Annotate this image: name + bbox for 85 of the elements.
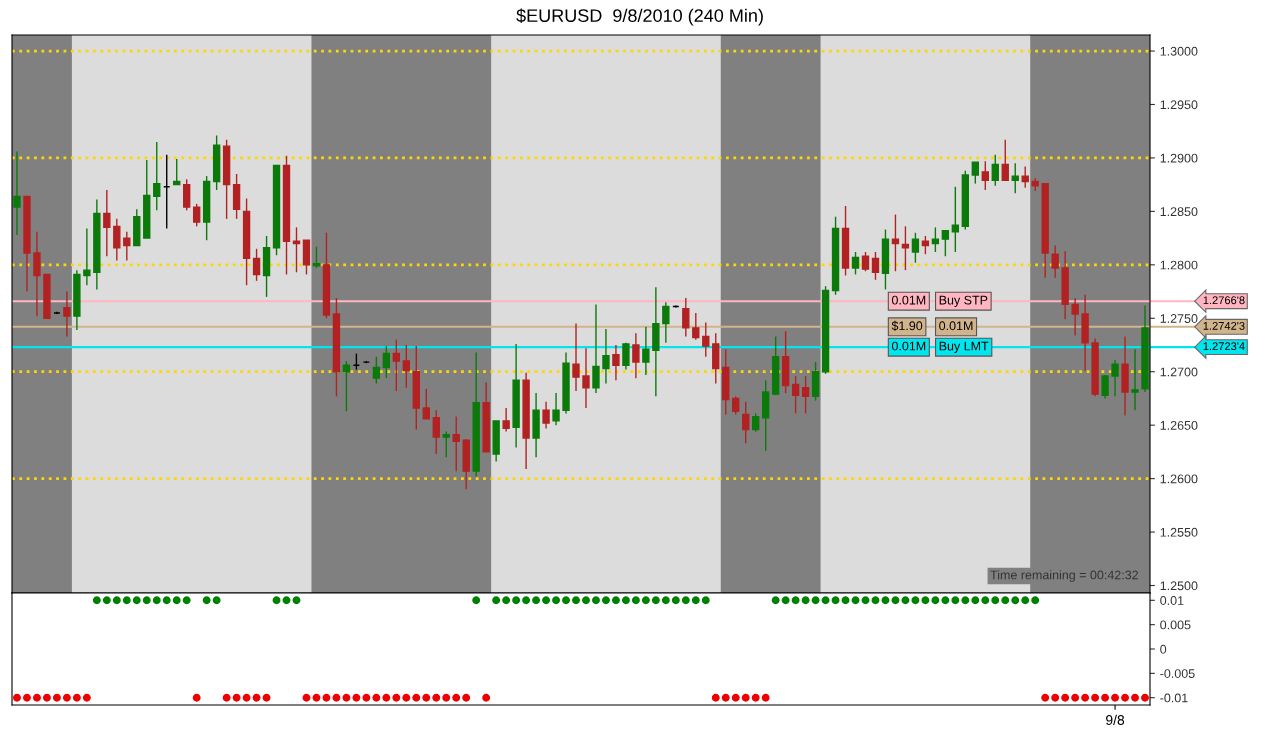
y-tick-label: 1.2550 (1160, 527, 1198, 537)
candlestick (432, 409, 440, 455)
candlestick (692, 312, 700, 341)
candlestick (13, 150, 21, 236)
candlestick (442, 430, 450, 458)
candlestick (83, 227, 91, 286)
candlestick (682, 297, 690, 338)
candlestick (602, 328, 610, 385)
candlestick (422, 388, 430, 420)
candlestick (502, 407, 510, 433)
candlestick (542, 400, 550, 430)
candlestick (732, 395, 740, 416)
chart-title: $EURUSD 9/8/2010 (240 Min) (516, 8, 763, 26)
x-tick-label: 9/8 (1106, 714, 1125, 725)
annotation: Time remaining = 00:42:32 (990, 570, 1138, 582)
candlestick (752, 412, 760, 433)
candlestick (33, 230, 41, 317)
y-tick-label: -0.01 (1160, 693, 1188, 703)
ref-line-label: 1.2723'4 (1203, 342, 1245, 351)
candlestick (702, 321, 710, 358)
y-tick-label: 0.005 (1160, 620, 1191, 630)
candlestick (742, 400, 750, 445)
candlestick (123, 230, 131, 262)
candlestick (801, 375, 810, 415)
candlestick (572, 322, 580, 392)
candlestick (991, 154, 999, 187)
candlestick (402, 344, 410, 389)
candlestick (183, 178, 191, 212)
candlestick (1021, 165, 1029, 189)
candlestick (851, 251, 860, 276)
candlestick (632, 332, 640, 379)
y-tick-label: 1.2800 (1160, 260, 1198, 270)
y-tick-label: 1.2500 (1160, 581, 1198, 591)
candlestick (931, 226, 940, 253)
annotation: Buy LMT (939, 341, 989, 353)
candlestick (941, 229, 950, 257)
candlestick (891, 213, 900, 272)
candlestick (1011, 162, 1019, 194)
candlestick (1001, 139, 1009, 182)
candlestick (63, 290, 71, 338)
candlestick (192, 203, 201, 228)
candlestick (592, 303, 600, 394)
annotation: 0.01M (891, 295, 926, 305)
candlestick (791, 375, 800, 415)
candlestick (452, 415, 460, 472)
candlestick (113, 218, 121, 262)
y-tick-label: 0 (1160, 644, 1167, 654)
y-tick-label: 1.2600 (1160, 474, 1198, 484)
candlestick (252, 248, 261, 282)
y-tick-label: 0.01 (1160, 596, 1184, 605)
candlestick (1111, 359, 1119, 398)
candlestick (642, 326, 650, 376)
candlestick (981, 160, 989, 191)
annotation: $1.90 (891, 320, 923, 331)
candlestick (312, 245, 321, 269)
y-tick-label: -0.005 (1160, 669, 1195, 678)
ref-line-label: 1.2742'3 (1203, 321, 1245, 330)
annotation: Buy STP (939, 295, 988, 307)
candlestick (582, 347, 590, 409)
candlestick (153, 141, 161, 212)
candlestick (911, 232, 920, 264)
candlestick (612, 344, 620, 381)
candlestick (871, 251, 880, 281)
candlestick (662, 301, 670, 344)
candlestick (971, 161, 979, 185)
candlestick (372, 356, 381, 385)
y-tick-label: 1.2950 (1160, 100, 1198, 110)
candlestick (392, 338, 401, 392)
candlestick (552, 392, 560, 426)
ref-line-label: 1.2766'8 (1203, 296, 1245, 305)
annotation: 0.01M (939, 321, 973, 331)
candlestick (1131, 348, 1139, 411)
y-tick-label: 1.2750 (1160, 314, 1198, 323)
candlestick (622, 342, 630, 371)
y-tick-label: 1.3000 (1160, 46, 1198, 56)
annotation: 0.01M (891, 341, 926, 351)
y-tick-label: 1.2900 (1160, 153, 1198, 163)
candlestick (382, 345, 391, 379)
y-tick-label: 1.2850 (1160, 207, 1198, 217)
candlestick (103, 189, 111, 257)
candlestick (1071, 297, 1079, 337)
candlestick (1051, 244, 1059, 279)
y-tick-label: 1.2650 (1160, 420, 1198, 430)
y-tick-label: 1.2700 (1160, 367, 1198, 377)
candlestick (861, 251, 870, 272)
